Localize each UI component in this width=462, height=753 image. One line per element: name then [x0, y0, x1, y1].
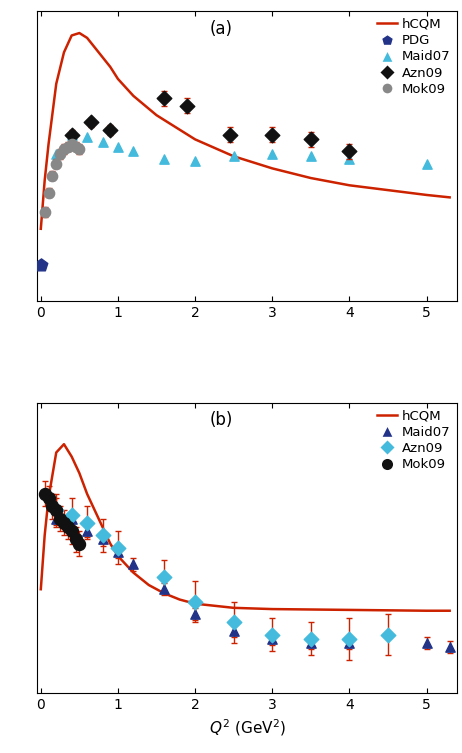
- Point: [230, 616, 237, 628]
- Point: [307, 151, 315, 163]
- Point: [307, 637, 315, 649]
- Point: [268, 148, 276, 160]
- Point: [161, 571, 168, 583]
- Point: [226, 129, 233, 141]
- Point: [184, 99, 191, 111]
- Point: [45, 187, 52, 199]
- Point: [87, 117, 95, 129]
- Point: [346, 633, 353, 645]
- Point: [161, 583, 168, 595]
- X-axis label: $Q^2\ (\mathrm{GeV}^2)$: $Q^2\ (\mathrm{GeV}^2)$: [209, 717, 286, 738]
- Point: [99, 136, 106, 148]
- Point: [76, 143, 83, 155]
- Point: [161, 153, 168, 165]
- Point: [53, 505, 60, 517]
- Point: [307, 133, 315, 145]
- Point: [64, 141, 72, 153]
- Legend: hCQM, Maid07, Azn09, Mok09: hCQM, Maid07, Azn09, Mok09: [374, 407, 453, 474]
- Point: [130, 145, 137, 157]
- Point: [423, 157, 430, 169]
- Point: [114, 541, 122, 553]
- Point: [99, 529, 106, 541]
- Point: [268, 629, 276, 641]
- Point: [191, 608, 199, 620]
- Point: [68, 513, 75, 525]
- Point: [346, 153, 353, 165]
- Text: (a): (a): [209, 20, 232, 38]
- Point: [68, 508, 75, 520]
- Point: [268, 633, 276, 645]
- Point: [72, 141, 79, 153]
- Point: [56, 513, 64, 525]
- Point: [384, 629, 392, 641]
- Point: [84, 131, 91, 143]
- Point: [346, 637, 353, 649]
- Text: (b): (b): [209, 411, 233, 429]
- Point: [41, 206, 49, 218]
- Point: [68, 129, 75, 141]
- Point: [130, 558, 137, 570]
- Point: [307, 633, 315, 645]
- Point: [68, 139, 75, 151]
- Point: [68, 525, 75, 537]
- Point: [84, 525, 91, 537]
- Point: [72, 533, 79, 545]
- Point: [191, 155, 199, 167]
- Point: [423, 637, 430, 649]
- Point: [49, 500, 56, 512]
- Point: [191, 596, 199, 608]
- Point: [41, 488, 49, 500]
- Point: [45, 492, 52, 504]
- Point: [230, 624, 237, 636]
- Point: [76, 538, 83, 550]
- Point: [99, 533, 106, 545]
- Point: [53, 505, 60, 517]
- Point: [114, 546, 122, 558]
- Point: [64, 521, 72, 533]
- Legend: hCQM, PDG, Maid07, Azn09, Mok09: hCQM, PDG, Maid07, Azn09, Mok09: [374, 15, 453, 99]
- Point: [53, 157, 60, 169]
- Point: [161, 93, 168, 105]
- Point: [346, 145, 353, 157]
- Point: [53, 513, 60, 525]
- Point: [53, 148, 60, 160]
- Point: [68, 129, 75, 141]
- Point: [84, 517, 91, 529]
- Point: [268, 129, 276, 141]
- Point: [230, 151, 237, 163]
- Point: [56, 148, 64, 160]
- Point: [49, 169, 56, 181]
- Point: [60, 517, 67, 529]
- Point: [60, 143, 67, 155]
- Point: [107, 123, 114, 136]
- Point: [446, 641, 453, 653]
- Point: [114, 141, 122, 153]
- Point: [37, 259, 44, 271]
